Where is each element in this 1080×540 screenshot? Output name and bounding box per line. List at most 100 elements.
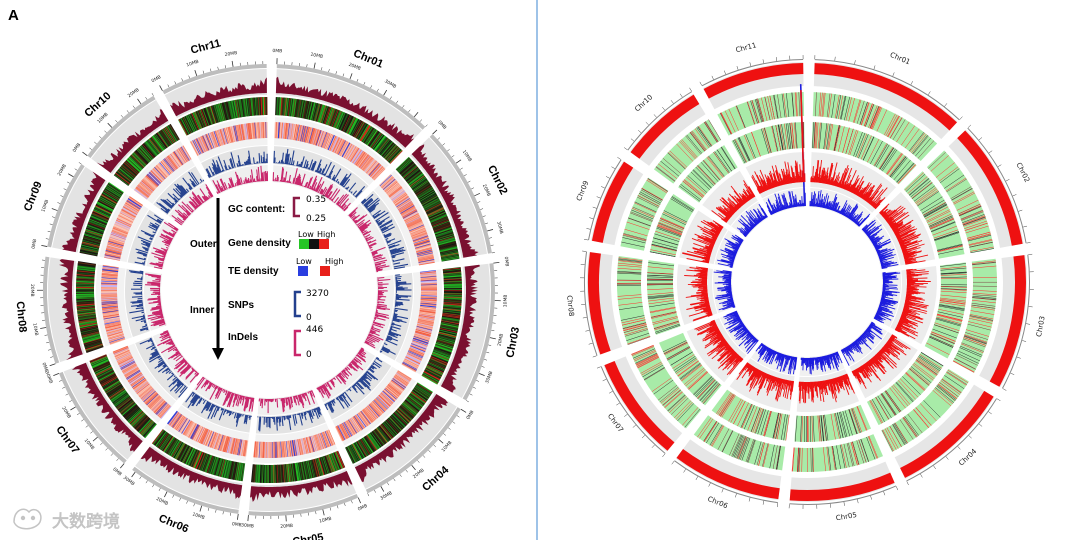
- snp-bar: [391, 322, 395, 325]
- snp-bar: [324, 403, 329, 411]
- gene-density-cell: [375, 136, 387, 152]
- indel-bar: [361, 230, 367, 234]
- indel-bar: [357, 222, 364, 228]
- te-density-cell: [350, 417, 361, 432]
- snp-bar: [333, 398, 335, 401]
- indel-bar: [357, 226, 360, 228]
- gene-density-cell: [353, 442, 363, 460]
- tick-mark: [484, 359, 488, 361]
- gene-density-cell: [354, 442, 365, 459]
- gene-density-cell: [411, 178, 427, 190]
- indel-bar: [338, 194, 349, 207]
- tick-label: 0MB: [436, 119, 447, 130]
- indel-bar: [355, 214, 368, 224]
- snp-bar: [389, 328, 397, 332]
- indel-bar: [276, 398, 279, 408]
- snp-bar: [168, 368, 171, 371]
- tick-mark: [422, 455, 426, 458]
- snp-bar: [361, 376, 371, 385]
- gene-density-cell: [404, 168, 420, 181]
- te-density-cell: [384, 180, 398, 192]
- gene-density-cell: [417, 188, 434, 199]
- te-density-cell: [394, 374, 409, 385]
- te-density-cell: [370, 165, 383, 178]
- gene-density-cell: [414, 183, 431, 195]
- indel-bar: [324, 184, 334, 197]
- gene-density-cell: [381, 423, 395, 438]
- tick-mark: [351, 500, 353, 504]
- te-density-cell: [357, 153, 368, 167]
- indel-bar: [365, 237, 368, 240]
- te-density-cell: [365, 159, 376, 173]
- tick-mark: [65, 393, 69, 396]
- gene-density-cell: [402, 165, 418, 178]
- gene-density-cell: [402, 402, 417, 416]
- snp-bar: [319, 168, 323, 174]
- indel-bar: [328, 197, 331, 200]
- tick-label: 0MB: [272, 48, 282, 54]
- indel-bar: [359, 222, 372, 231]
- indel-bar: [324, 383, 328, 388]
- snp-bar: [283, 416, 285, 421]
- te-density-cell: [358, 412, 369, 427]
- te-density-cell: [356, 152, 367, 167]
- gene-density-cell: [364, 128, 375, 144]
- tick-mark: [451, 155, 455, 158]
- tick-label: 20MB: [496, 333, 505, 347]
- gene-density-cell: [402, 402, 418, 415]
- gene-density-cell: [416, 382, 433, 394]
- te-density-cell: [349, 147, 360, 162]
- te-density-cell: [382, 178, 396, 190]
- te-density-cell: [397, 370, 412, 380]
- gene-density-cell: [364, 128, 376, 144]
- indel-bar: [374, 315, 379, 318]
- snp-bar: [360, 376, 371, 387]
- tick-mark: [329, 507, 332, 511]
- gene-density-cell: [379, 424, 393, 440]
- te-density-cell: [379, 393, 392, 406]
- indel-bar: [372, 323, 384, 329]
- snp-bar: [372, 209, 382, 217]
- tick-mark: [383, 89, 388, 96]
- gene-density-cell: [397, 158, 412, 172]
- snp-bar: [343, 178, 351, 188]
- te-density-cell: [382, 390, 396, 402]
- te-density-cell: [387, 185, 402, 197]
- indel-bar: [203, 201, 205, 203]
- te-density-cell: [353, 416, 363, 430]
- te-density-cell: [369, 403, 381, 416]
- te-density-cell: [369, 164, 381, 177]
- snp-bar: [377, 216, 390, 225]
- gene-density-cell: [355, 441, 366, 458]
- gene-density-cell: [396, 157, 411, 171]
- te-density-cell: [392, 192, 407, 203]
- indel-bar: [340, 203, 346, 209]
- tick-mark: [478, 373, 485, 376]
- gene-density-cell: [389, 415, 404, 430]
- gene-density-cell: [418, 189, 435, 200]
- snp-bar: [175, 202, 177, 204]
- gene-density-cell: [353, 442, 364, 459]
- indel-bar: [313, 187, 316, 191]
- gene-density-cell: [369, 432, 381, 448]
- te-density-cell: [347, 146, 357, 161]
- tick-mark: [437, 137, 441, 140]
- tick-label: 10MB: [96, 112, 109, 125]
- tick-mark: [231, 60, 234, 67]
- gene-density-cell: [407, 171, 422, 184]
- indel-bar: [339, 372, 346, 379]
- snp-bar: [365, 197, 379, 209]
- tick-mark: [45, 238, 49, 240]
- snp-bar: [372, 362, 381, 369]
- gene-density-cell: [385, 145, 399, 160]
- gene-density-cell: [371, 133, 383, 149]
- te-density-cell: [395, 196, 409, 206]
- gene-density-cell: [393, 412, 408, 426]
- gene-density-cell: [403, 166, 419, 180]
- snp-bar: [349, 190, 351, 193]
- tick-mark: [131, 471, 136, 478]
- indel-bar: [373, 254, 383, 259]
- snp-bar: [369, 366, 375, 370]
- gene-density-cell: [411, 178, 428, 190]
- indel-bar: [329, 379, 336, 388]
